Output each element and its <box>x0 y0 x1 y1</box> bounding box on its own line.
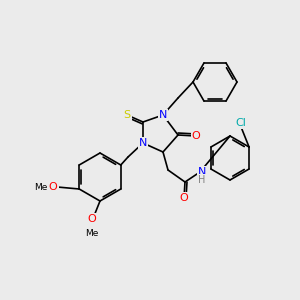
Text: N: N <box>139 138 147 148</box>
Text: H: H <box>198 175 206 185</box>
Text: Me: Me <box>34 182 48 191</box>
Text: O: O <box>49 182 58 192</box>
Text: O: O <box>180 193 188 203</box>
Text: S: S <box>123 110 130 120</box>
Text: N: N <box>159 110 167 120</box>
Text: Cl: Cl <box>236 118 247 128</box>
Text: O: O <box>88 214 96 224</box>
Text: O: O <box>192 131 200 141</box>
Text: N: N <box>198 167 206 177</box>
Text: Me: Me <box>85 229 99 238</box>
